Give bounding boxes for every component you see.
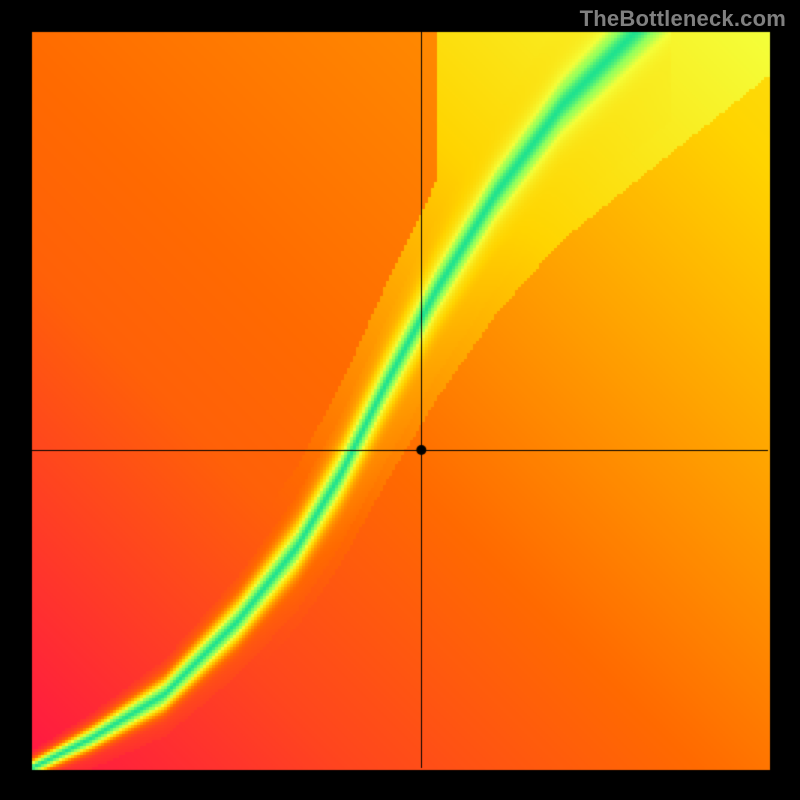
- bottleneck-heatmap-canvas: [0, 0, 800, 800]
- figure-container: TheBottleneck.com: [0, 0, 800, 800]
- watermark-text: TheBottleneck.com: [580, 6, 786, 32]
